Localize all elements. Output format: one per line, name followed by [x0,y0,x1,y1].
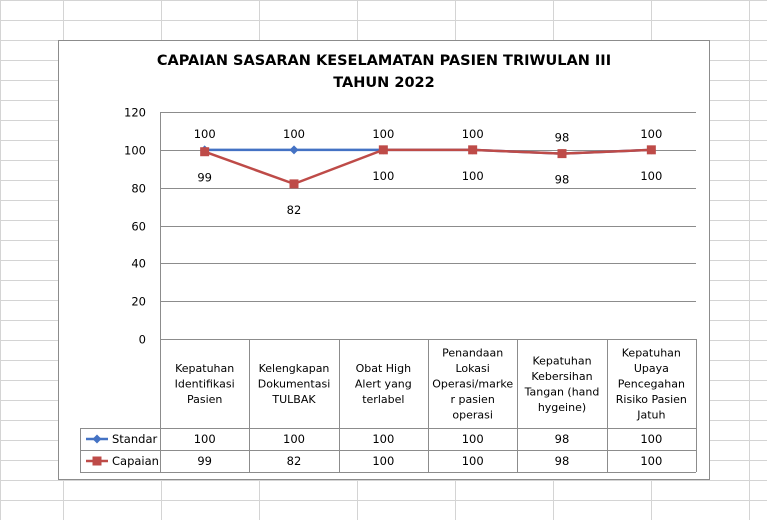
data-label-capaian: 100 [462,169,484,183]
data-label-standar: 100 [283,127,305,141]
data-label-standar: 100 [194,127,216,141]
table-cell-capaian: 100 [372,454,394,468]
table-cell-standar: 100 [372,432,394,446]
legend-marker-standar [92,434,102,444]
chart-area[interactable] [58,40,710,480]
data-point-capaian [200,147,210,157]
data-point-capaian [289,179,299,189]
legend-label-capaian: Capaian [112,454,159,468]
chart-title-line-1: CAPAIAN SASARAN KESELAMATAN PASIEN TRIWU… [156,53,612,69]
data-label-standar: 98 [555,131,570,145]
y-tick-label: 80 [131,182,146,196]
y-tick-label: 120 [124,106,146,120]
table-cell-standar: 98 [555,432,570,446]
legend-marker-capaian [92,456,102,466]
y-tick-label: 100 [124,144,146,158]
data-label-standar: 100 [640,127,662,141]
data-label-standar: 100 [462,127,484,141]
table-cell-standar: 100 [462,432,484,446]
data-point-standar [289,145,299,155]
category-label: Kelengkapan Dokumentasi TULBAK [258,362,331,406]
y-tick-label: 20 [131,295,146,309]
data-point-capaian [646,145,656,155]
category-label: Obat High Alert yang terlabel [355,362,412,406]
data-point-capaian [557,149,567,159]
category-label: Kepatuhan Upaya Pencegahan Risiko Pasien Jat… [616,347,687,422]
category-label: Kepatuhan Kebersihan Tangan (hand hygeine) [524,354,600,414]
legend-label-standar: Standar [112,432,157,446]
data-label-capaian: 82 [287,203,302,217]
table-cell-capaian: 100 [640,454,662,468]
data-label-capaian: 100 [640,169,662,183]
category-label: Penandaan Lokasi Operasi/marke r pasien oper… [432,347,513,422]
series-line-capaian [204,148,652,186]
y-tick-label: 40 [131,257,146,271]
data-label-standar: 100 [372,127,394,141]
data-label-capaian: 100 [372,169,394,183]
table-cell-capaian: 98 [555,454,570,468]
chart-title: CAPAIAN SASARAN KESELAMATAN PASIEN TRIWU… [58,50,710,94]
data-label-capaian: 98 [555,173,570,187]
table-cell-standar: 100 [194,432,216,446]
table-cell-capaian: 82 [287,454,302,468]
table-cell-standar: 100 [640,432,662,446]
table-cell-capaian: 100 [462,454,484,468]
table-cell-capaian: 99 [197,454,212,468]
y-tick-label: 60 [131,220,146,234]
table-cell-standar: 100 [283,432,305,446]
chart-title-line-2: TAHUN 2022 [333,75,435,91]
category-label: Kepatuhan Identifikasi Pasien [175,362,235,406]
data-point-capaian [378,145,388,155]
y-tick-label: 0 [139,333,146,347]
data-label-capaian: 99 [197,171,212,185]
data-point-capaian [468,145,478,155]
